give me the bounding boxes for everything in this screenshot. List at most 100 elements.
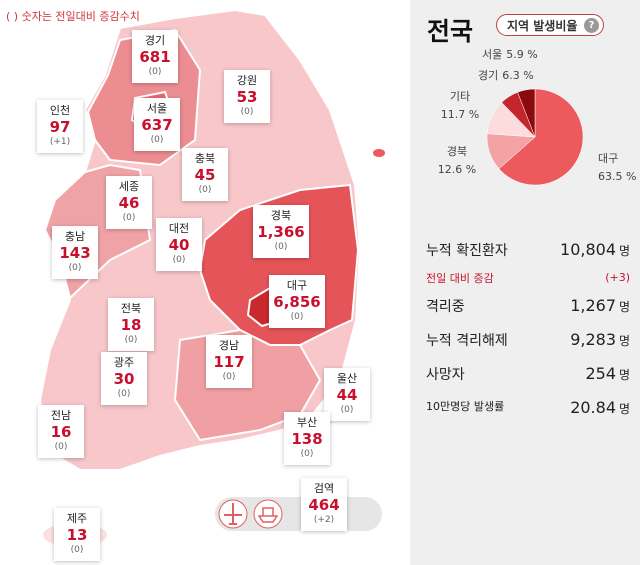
stat-label: 누적 격리해제 xyxy=(426,333,508,349)
region-name: 충남 xyxy=(64,230,86,243)
island-ulleung xyxy=(373,149,385,157)
region-card: 대구 6,856 (0) xyxy=(269,275,325,328)
stat-row: 누적 확진환자 10,804 명 xyxy=(426,240,630,260)
slice-value: 6.3 % xyxy=(502,69,533,82)
region-name: 광주 xyxy=(113,356,135,369)
region-card: 울산 44 (0) xyxy=(324,368,370,421)
slice-name: 기타 xyxy=(450,90,470,103)
region-count: 6,856 xyxy=(273,293,321,311)
region-change: (+1) xyxy=(49,137,71,147)
stat-row: 누적 격리해제 9,283 명 xyxy=(426,330,630,350)
region-card: 광주 30 (0) xyxy=(101,352,147,405)
stat-label: 전일 대비 증감 xyxy=(426,272,494,285)
stat-label: 누적 확진환자 xyxy=(426,243,508,259)
panel-title: 전국 xyxy=(427,17,474,46)
pie-slice xyxy=(517,88,536,138)
region-name: 대전 xyxy=(168,222,190,235)
region-name: 전남 xyxy=(50,409,72,422)
slice-name: 경북 xyxy=(447,145,467,158)
region-card: 인천 97 (+1) xyxy=(37,100,83,153)
stat-value: 254 xyxy=(585,364,616,383)
region-name: 서울 xyxy=(146,102,168,115)
region-name: 제주 xyxy=(66,512,88,525)
region-change: (0) xyxy=(172,255,186,265)
region-card: 충북 45 (0) xyxy=(182,148,228,201)
region-card: 대전 40 (0) xyxy=(156,218,202,271)
region-change: (0) xyxy=(54,442,68,452)
region-count: 97 xyxy=(49,118,71,136)
ship-icon xyxy=(257,507,279,523)
region-card: 서울 637 (0) xyxy=(134,98,180,151)
slice-value: 63.5 % xyxy=(598,170,636,183)
slice-name: 서울 xyxy=(482,48,502,61)
region-name: 경남 xyxy=(218,339,240,352)
region-name: 부산 xyxy=(296,416,318,429)
region-change: (0) xyxy=(124,335,138,345)
region-card: 전남 16 (0) xyxy=(38,405,84,458)
pie-label: 기타 11.7 % xyxy=(441,90,479,121)
button-label: 지역 발생비율 xyxy=(507,19,578,33)
region-count: 46 xyxy=(118,194,140,212)
region-count: 16 xyxy=(50,423,72,441)
region-change: (0) xyxy=(150,135,164,145)
region-change: (0) xyxy=(198,185,212,195)
pie-label: 서울 5.9 % xyxy=(482,48,538,61)
region-card: 부산 138 (0) xyxy=(284,412,330,465)
region-name: 검역 xyxy=(313,482,335,495)
region-name: 충북 xyxy=(194,152,216,165)
region-name: 전북 xyxy=(120,302,142,315)
region-name: 경북 xyxy=(270,209,292,222)
region-count: 681 xyxy=(139,48,171,66)
region-name: 세종 xyxy=(118,180,140,193)
region-name: 인천 xyxy=(49,104,71,117)
stat-unit: 명 xyxy=(618,402,630,416)
region-change: (0) xyxy=(340,405,354,415)
region-count: 45 xyxy=(194,166,216,184)
region-count: 13 xyxy=(66,526,88,544)
ratio-button[interactable]: 지역 발생비율? xyxy=(496,14,604,36)
region-count: 18 xyxy=(120,316,142,334)
region-card: 검역 464 (+2) xyxy=(301,478,347,531)
region-change: (0) xyxy=(68,263,82,273)
stat-unit: 명 xyxy=(618,368,630,382)
stat-value: 20.84 xyxy=(570,398,616,417)
region-change: (0) xyxy=(240,107,254,117)
note: ( ) 숫자는 전일대비 증감수치 xyxy=(6,10,140,23)
region-count: 637 xyxy=(141,116,173,134)
stat-value: 10,804 xyxy=(560,240,616,259)
region-count: 30 xyxy=(113,370,135,388)
airplane-icon xyxy=(224,503,242,525)
region-card: 경남 117 (0) xyxy=(206,335,252,388)
stat-row: 격리중 1,267 명 xyxy=(426,296,630,316)
region-count: 143 xyxy=(59,244,91,262)
port-button[interactable] xyxy=(253,499,283,529)
region-card: 세종 46 (0) xyxy=(106,176,152,229)
pie-label: 경기 6.3 % xyxy=(478,69,534,82)
region-card: 경북 1,366 (0) xyxy=(253,205,309,258)
slice-value: 11.7 % xyxy=(441,108,479,121)
stat-value: (+3) xyxy=(605,271,630,284)
slice-value: 12.6 % xyxy=(438,163,476,176)
stat-label: 사망자 xyxy=(426,367,465,383)
stat-value: 1,267 xyxy=(570,296,616,315)
region-count: 138 xyxy=(291,430,323,448)
region-card: 강원 53 (0) xyxy=(224,70,270,123)
stat-value: 9,283 xyxy=(570,330,616,349)
region-count: 117 xyxy=(213,353,245,371)
region-card: 경기 681 (0) xyxy=(132,30,178,83)
stat-unit: 명 xyxy=(618,244,630,258)
stat-label: 격리중 xyxy=(426,299,465,315)
region-count: 40 xyxy=(168,236,190,254)
region-count: 1,366 xyxy=(257,223,305,241)
region-change: (0) xyxy=(70,545,84,555)
region-change: (0) xyxy=(122,213,136,223)
region-change: (0) xyxy=(117,389,131,399)
stat-row: 사망자 254 명 xyxy=(426,364,630,384)
region-count: 44 xyxy=(336,386,358,404)
stat-row: 10만명당 발생률 20.84 명 xyxy=(426,398,630,417)
stat-unit: 명 xyxy=(618,300,630,314)
region-change: (0) xyxy=(300,449,314,459)
region-name: 강원 xyxy=(236,74,258,87)
slice-name: 경기 xyxy=(478,69,498,82)
